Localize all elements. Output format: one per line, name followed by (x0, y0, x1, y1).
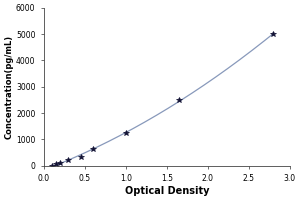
Y-axis label: Concentration(pg/mL): Concentration(pg/mL) (4, 35, 13, 139)
X-axis label: Optical Density: Optical Density (124, 186, 209, 196)
